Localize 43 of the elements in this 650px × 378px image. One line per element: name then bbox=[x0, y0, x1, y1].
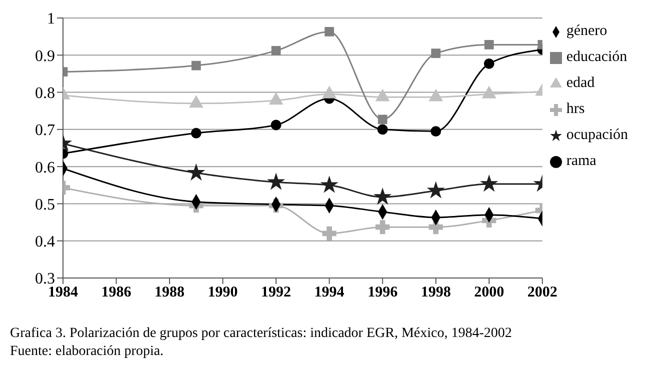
point bbox=[484, 40, 494, 50]
y-tick-label: 0.5 bbox=[35, 196, 55, 214]
point bbox=[484, 58, 494, 69]
y-tick-label: 0.6 bbox=[35, 159, 55, 176]
point bbox=[271, 46, 281, 56]
point bbox=[324, 27, 334, 36]
point bbox=[268, 174, 284, 190]
x-tick-label: 1996 bbox=[368, 284, 398, 301]
y-tick-label: 0.4 bbox=[35, 234, 55, 251]
point bbox=[428, 182, 444, 198]
point bbox=[481, 176, 498, 191]
y-tick-label: 0.8 bbox=[35, 84, 55, 102]
point bbox=[431, 48, 441, 58]
legend-label: género bbox=[566, 23, 608, 39]
point bbox=[374, 188, 391, 204]
x-tick-label: 1994 bbox=[314, 284, 345, 301]
x-tick-label: 1992 bbox=[261, 284, 292, 301]
x-tick-label: 1986 bbox=[101, 284, 132, 301]
point bbox=[321, 176, 338, 192]
x-tick-label: 2000 bbox=[474, 284, 504, 301]
legend-label: hrs bbox=[566, 101, 585, 117]
point bbox=[190, 128, 202, 138]
y-tick-label: 0.7 bbox=[35, 122, 55, 140]
x-tick-label: 1998 bbox=[420, 284, 451, 301]
legend-label: rama bbox=[566, 153, 596, 169]
point bbox=[188, 164, 204, 180]
point bbox=[191, 60, 201, 70]
point bbox=[377, 124, 388, 135]
point bbox=[430, 126, 442, 136]
source-note: Fuente: elaboración propia. bbox=[10, 343, 165, 361]
point bbox=[378, 114, 388, 124]
y-tick-label: 1 bbox=[47, 10, 55, 28]
point bbox=[270, 120, 282, 130]
x-tick-label: 2002 bbox=[527, 284, 558, 301]
point bbox=[376, 220, 390, 234]
text: Grafica 3. Polarización de grupos por características: indicador EGR, México, 1984-2002 bbox=[10, 325, 513, 343]
point bbox=[322, 226, 336, 240]
y-tick-label: 0.9 bbox=[35, 48, 55, 65]
x-tick-label: 1990 bbox=[208, 284, 238, 301]
x-tick-label: 1988 bbox=[154, 284, 185, 301]
legend-label: ocupación bbox=[566, 127, 628, 143]
legend-label: educación bbox=[566, 49, 628, 65]
legend-label: edad bbox=[566, 75, 595, 91]
